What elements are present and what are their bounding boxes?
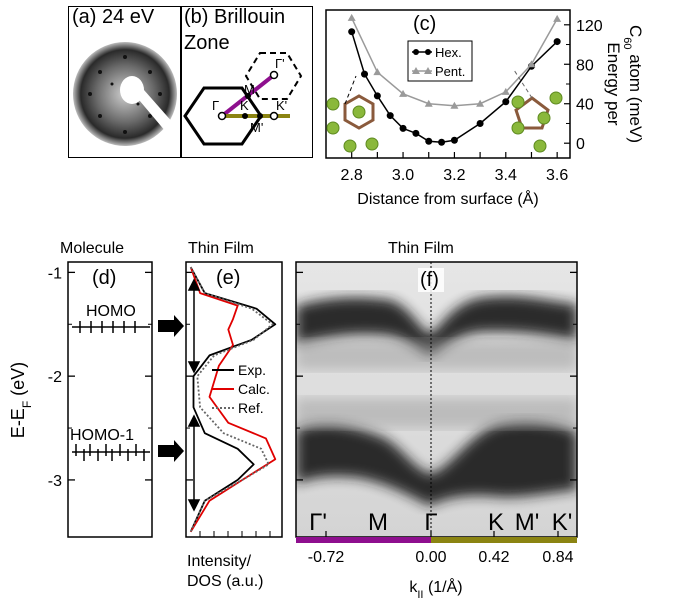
panel-e-legend: Exp. Calc. Ref. bbox=[212, 362, 270, 416]
dos-curve-exp bbox=[189, 266, 277, 533]
svg-text:Exp.: Exp. bbox=[238, 362, 266, 378]
brillouin-zone-diagram: Γ Γ' M K K' M' bbox=[183, 52, 303, 146]
panel-c-ytick-label: 80 bbox=[576, 57, 594, 74]
panel-e-label: (e) bbox=[216, 267, 240, 289]
panel-c-point-hex bbox=[386, 112, 394, 120]
panel-c-point-hex bbox=[348, 28, 356, 36]
panel-c-ylabel: Energy per bbox=[604, 42, 623, 125]
dos-curve-ref bbox=[189, 266, 274, 533]
k-path-olive-bar bbox=[431, 537, 577, 543]
k-path-purple-bar bbox=[296, 537, 431, 543]
panel-c-point-pent bbox=[424, 99, 433, 107]
panel-c-point-hex bbox=[553, 38, 561, 46]
panel-f-header: Thin Film bbox=[388, 240, 454, 257]
panel-c-point-pent bbox=[476, 99, 485, 107]
panel-c-legend-hex: Hex. bbox=[435, 45, 462, 60]
arpes-intensity-map bbox=[296, 262, 577, 537]
k-tick-label: -0.72 bbox=[308, 549, 345, 566]
panel-c-point-hex bbox=[412, 129, 420, 137]
panel-c-point-hex bbox=[502, 98, 510, 106]
homo1-arrow bbox=[158, 440, 184, 462]
panel-c-point-pent bbox=[553, 14, 562, 22]
y-axis-label: E-EF (eV) bbox=[8, 362, 34, 438]
bz-label-gamma: Γ bbox=[212, 98, 219, 113]
leed-pattern bbox=[73, 42, 177, 146]
panel-c-point-hex bbox=[450, 136, 458, 144]
k-point-label: M' bbox=[515, 509, 540, 536]
homo1-label: HOMO-1 bbox=[70, 427, 134, 444]
homo-label: HOMO bbox=[86, 303, 136, 320]
panel-c-ytick-label: 120 bbox=[576, 18, 603, 35]
panel-e-frame bbox=[185, 261, 283, 538]
panel-c-point-hex bbox=[361, 70, 369, 78]
panel-c-xtick-label: 3.2 bbox=[443, 167, 465, 184]
panel-c-chart: 2.8 3.0 3.2 3.4 3.6 0 40 80 120 Distance from sur… bbox=[325, 9, 645, 208]
panel-e-xlabel-line2: DOS (a.u.) bbox=[187, 573, 263, 590]
bz-label-gamma-prime: Γ' bbox=[275, 56, 285, 71]
k-point-label: K bbox=[488, 509, 504, 536]
panel-divider bbox=[180, 6, 182, 158]
panel-c-xtick-label: 3.4 bbox=[495, 167, 517, 184]
peak-width-arrows bbox=[187, 278, 201, 512]
panel-c-ytick-label: 40 bbox=[576, 97, 594, 114]
panel-c-point-pent bbox=[347, 13, 356, 21]
k-point-label: K' bbox=[552, 509, 573, 536]
y-tick-label: -1 bbox=[48, 265, 62, 282]
panel-c-xtick-label: 3.6 bbox=[546, 167, 568, 184]
bz-label-k-prime: K' bbox=[276, 98, 287, 113]
panel-c-legend-pent: Pent. bbox=[435, 64, 465, 79]
k-point-label: Γ' bbox=[309, 509, 327, 536]
panel-d-header: Molecule bbox=[60, 240, 125, 257]
panel-c-xtick-label: 3.0 bbox=[392, 167, 414, 184]
panel-c-point-pent bbox=[501, 87, 510, 95]
panel-d-label: (d) bbox=[92, 267, 116, 289]
panel-c-point-pent bbox=[373, 68, 382, 76]
svg-text:Ref.: Ref. bbox=[238, 400, 264, 416]
pentagon-molecule-illustration bbox=[511, 69, 563, 153]
panel-b-label-line1: (b) Brillouin bbox=[184, 6, 286, 28]
panel-c-point-hex bbox=[476, 119, 484, 127]
y-tick-label: -3 bbox=[48, 473, 62, 490]
dos-curve-calc bbox=[189, 266, 277, 533]
panel-a-label: (a) 24 eV bbox=[72, 6, 155, 28]
k-tick-label: 0.42 bbox=[478, 549, 509, 566]
panel-b-label-line2: Zone bbox=[184, 32, 230, 54]
bz-label-k: K bbox=[240, 98, 249, 113]
hexagon-molecule-illustration bbox=[326, 75, 379, 153]
bz-dashed-hexagon bbox=[244, 52, 303, 100]
panel-c-point-pent bbox=[399, 89, 408, 97]
bz-solid-hexagon bbox=[183, 86, 263, 146]
bz-label-m-prime: M' bbox=[250, 120, 263, 135]
svg-text:Calc.: Calc. bbox=[238, 381, 270, 397]
panel-c-xtick-label: 2.8 bbox=[341, 167, 363, 184]
y-tick-label: -2 bbox=[48, 369, 62, 386]
panel-e-header: Thin Film bbox=[188, 240, 254, 257]
panel-d-frame bbox=[67, 261, 153, 538]
panel-c-point-hex bbox=[425, 137, 433, 145]
panel-c-point-pent bbox=[450, 101, 459, 109]
bz-label-m: M bbox=[244, 82, 255, 97]
k-tick-label: 0.00 bbox=[415, 549, 446, 566]
panel-c-legend: Hex. Pent. bbox=[407, 40, 473, 82]
panel-c-xlabel: Distance from surface (Å) bbox=[357, 189, 538, 208]
panel-c-ytick-label: 0 bbox=[576, 136, 585, 153]
panel-f-xlabel: kII (1/Å) bbox=[409, 577, 462, 601]
homo-arrow bbox=[158, 315, 184, 337]
panel-c-point-hex bbox=[438, 138, 446, 146]
k-point-label: Γ bbox=[424, 509, 437, 536]
panel-f-label: (f) bbox=[420, 269, 439, 291]
panel-c-point-hex bbox=[399, 124, 407, 132]
panel-c-point-pent bbox=[527, 60, 536, 68]
panel-c-label: (c) bbox=[413, 13, 436, 35]
k-tick-label: 0.84 bbox=[542, 549, 573, 566]
panel-a-b-frame bbox=[68, 6, 313, 158]
k-point-label: M bbox=[368, 509, 388, 536]
panel-e-xlabel-line1: Intensity/ bbox=[187, 553, 252, 570]
panel-c-point-hex bbox=[373, 92, 381, 100]
